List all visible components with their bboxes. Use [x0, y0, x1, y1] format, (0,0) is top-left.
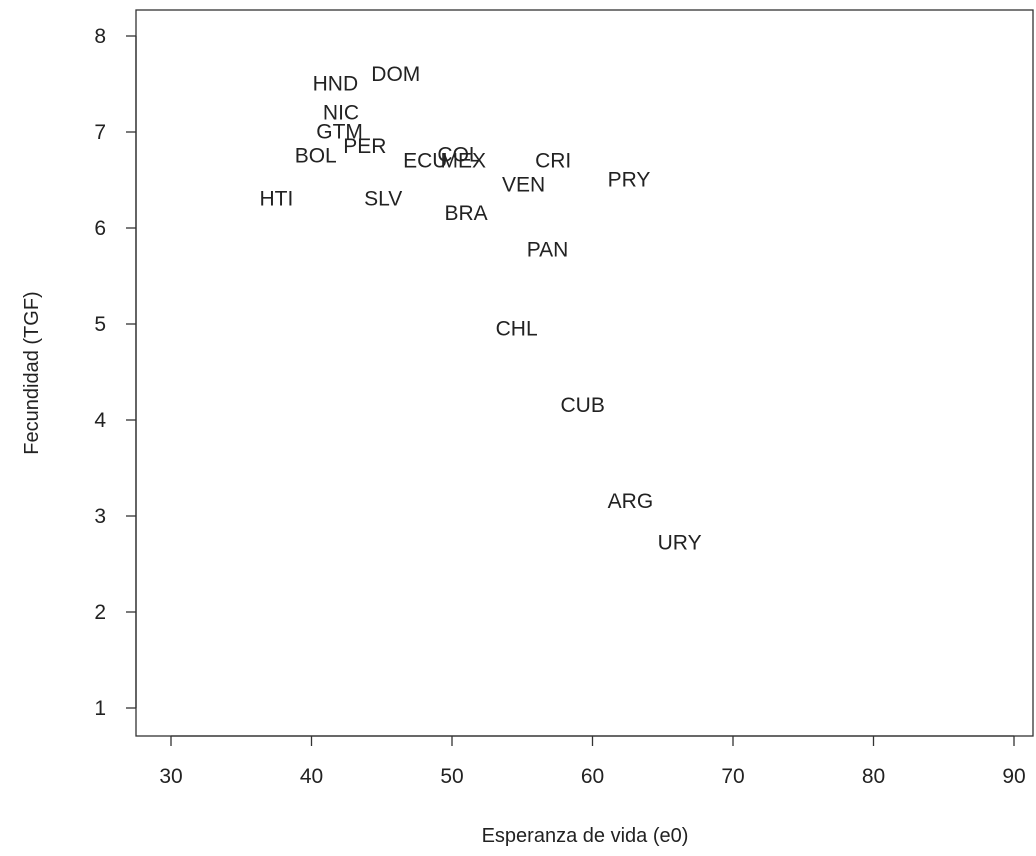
y-tick-label: 3 [94, 505, 106, 528]
y-axis-title: Fecundidad (TGF) [21, 291, 43, 454]
y-tick-label: 4 [94, 409, 106, 432]
point-label-slv: SLV [364, 188, 402, 211]
y-tick-label: 8 [94, 25, 106, 48]
point-label-hti: HTI [259, 188, 293, 211]
y-tick-label: 5 [94, 313, 106, 336]
x-tick-label: 70 [721, 765, 744, 788]
x-tick-label: 80 [862, 765, 885, 788]
y-tick-label: 1 [94, 697, 106, 720]
point-label-ury: URY [658, 531, 702, 554]
point-label-pan: PAN [527, 239, 569, 262]
point-label-hnd: HND [313, 73, 359, 96]
point-label-chl: CHL [496, 317, 538, 340]
point-label-nic: NIC [323, 101, 359, 124]
plot-frame [135, 9, 1034, 737]
x-tick-label: 30 [159, 765, 182, 788]
point-label-ecu: ECU [403, 149, 447, 172]
y-tick-label: 6 [94, 217, 106, 240]
x-axis-title: Esperanza de vida (e0) [482, 825, 689, 847]
point-label-per: PER [343, 135, 386, 158]
point-label-ven: VEN [502, 173, 545, 196]
x-tick-label: 90 [1002, 765, 1025, 788]
point-label-mex: MEX [440, 149, 486, 172]
point-label-pry: PRY [608, 169, 651, 192]
point-label-dom: DOM [371, 63, 420, 86]
point-label-bol: BOL [295, 145, 337, 168]
point-label-gtm: GTM [316, 121, 363, 144]
x-tick-label: 60 [581, 765, 604, 788]
point-label-arg: ARG [608, 490, 654, 513]
x-axis: 30 40 50 60 70 80 90 [159, 735, 1026, 788]
point-label-col: COL [437, 144, 480, 167]
y-tick-label: 7 [94, 121, 106, 144]
point-label-cri: CRI [535, 149, 571, 172]
point-label-bra: BRA [444, 202, 487, 225]
x-tick-label: 50 [440, 765, 463, 788]
x-tick-label: 40 [300, 765, 323, 788]
point-label-cub: CUB [560, 394, 604, 417]
y-axis: 1 2 3 4 5 6 7 8 [94, 25, 137, 720]
y-tick-label: 2 [94, 601, 106, 624]
